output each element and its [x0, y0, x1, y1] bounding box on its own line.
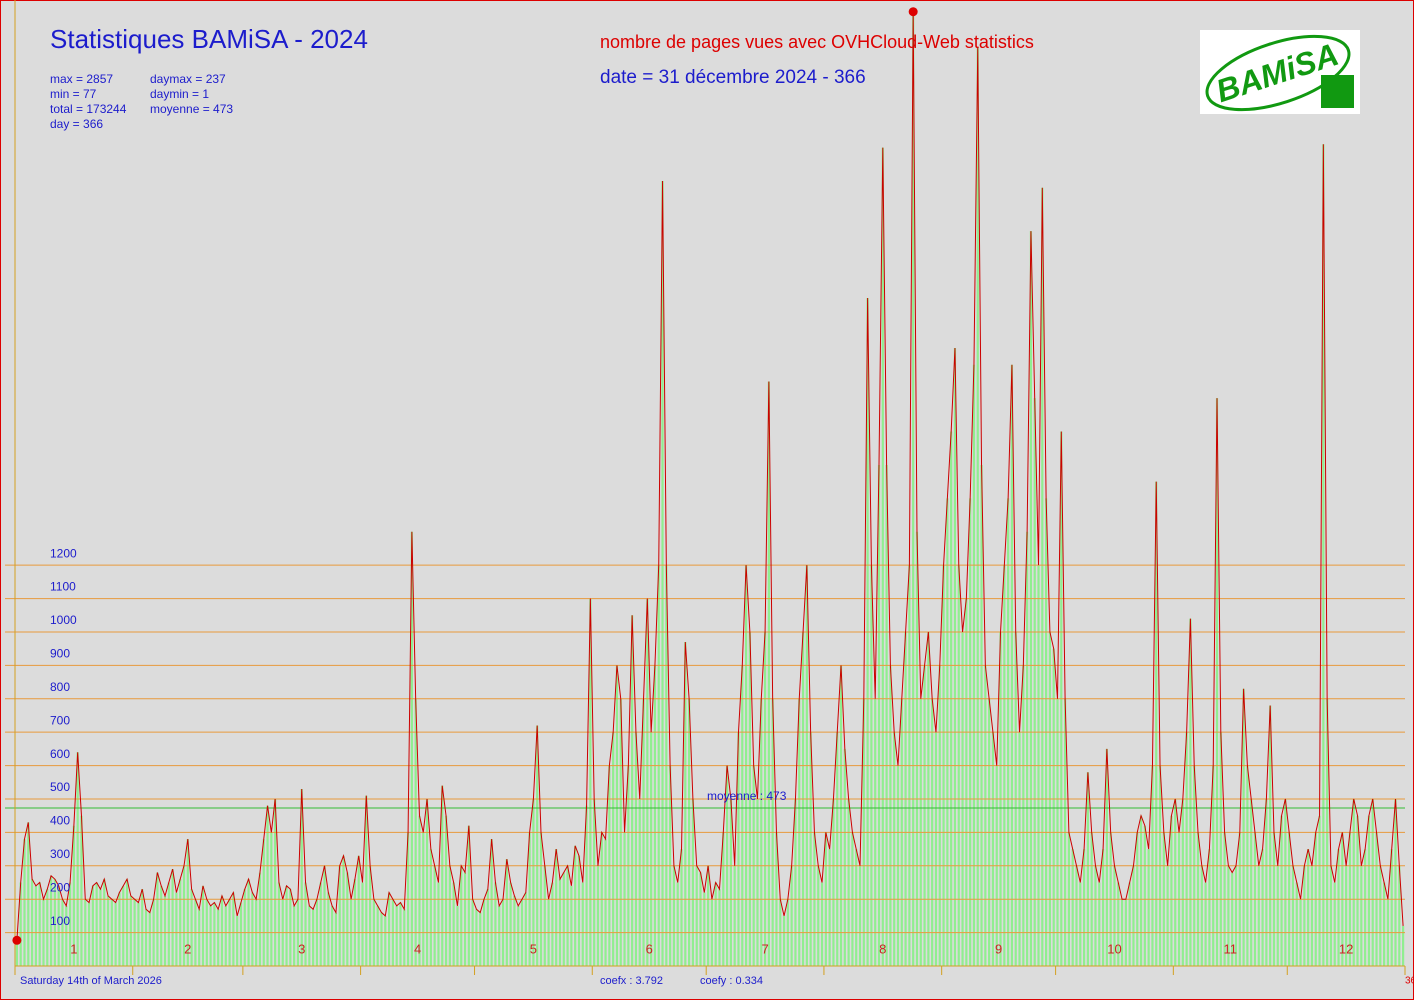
- x-tick-label: 6: [646, 941, 653, 956]
- stat-text: max = 2857: [50, 72, 113, 86]
- x-tick-label: 3: [298, 941, 305, 956]
- footer-date: Saturday 14th of March 2026: [20, 975, 162, 987]
- mean-label: moyenne : 473: [707, 789, 787, 803]
- x-tick-label: 12: [1339, 941, 1353, 956]
- x-tick-label: 9: [995, 941, 1002, 956]
- coefx: coefx : 3.792: [600, 975, 663, 987]
- chart-title: Statistiques BAMiSA - 2024: [50, 24, 368, 54]
- y-tick-label: 1100: [50, 580, 76, 594]
- stat-text: min = 77: [50, 87, 97, 101]
- y-tick-label: 300: [50, 847, 70, 861]
- y-tick-label: 500: [50, 780, 70, 794]
- stat-text: moyenne = 473: [150, 102, 233, 116]
- x-tick-label: 4: [414, 941, 421, 956]
- y-tick-label: 100: [50, 914, 70, 928]
- stat-text: daymin = 1: [150, 87, 209, 101]
- min-marker: [12, 935, 22, 945]
- x-tick-label: 2: [184, 941, 191, 956]
- stat-text: day = 366: [50, 117, 103, 131]
- x-tick-label: 7: [761, 941, 768, 956]
- y-tick-label: 600: [50, 747, 70, 761]
- plot-area: [5, 11, 1405, 966]
- y-tick-label: 800: [50, 680, 70, 694]
- x-tick-label: 5: [530, 941, 537, 956]
- x-tick-label: 1: [70, 941, 77, 956]
- y-tick-label: 1000: [50, 613, 77, 627]
- y-tick-label: 700: [50, 713, 70, 727]
- x-tick-label: 11: [1224, 941, 1238, 956]
- y-tick-label: 900: [50, 647, 70, 661]
- stat-text: daymax = 237: [150, 72, 226, 86]
- max-marker: [908, 7, 918, 17]
- logo-square: [1321, 75, 1354, 108]
- x-tick-label: 8: [879, 941, 886, 956]
- stat-text: total = 173244: [50, 102, 127, 116]
- y-tick-label: 400: [50, 814, 70, 828]
- date-line: date = 31 décembre 2024 - 366: [600, 67, 866, 88]
- data-line: [16, 11, 1404, 941]
- chart-subtitle: nombre de pages vues avec OVHCloud-Web s…: [600, 32, 1034, 52]
- y-tick-label: 1200: [50, 546, 77, 560]
- x-end-label: 366: [1405, 976, 1414, 987]
- coefy: coefy : 0.334: [700, 975, 763, 987]
- logo-ellipse: [1205, 34, 1351, 112]
- y-tick-label: 200: [50, 880, 70, 894]
- logo: BAMiSA: [1200, 30, 1360, 114]
- x-tick-label: 10: [1107, 941, 1121, 956]
